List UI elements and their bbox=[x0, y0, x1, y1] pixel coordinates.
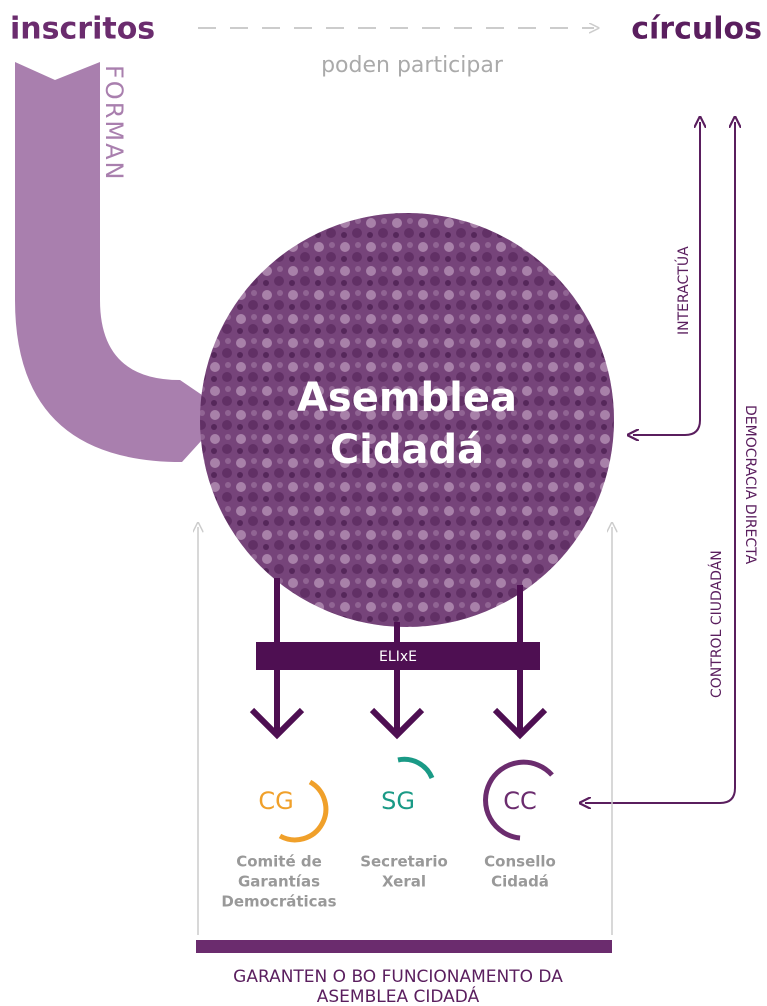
node-label: Comité de bbox=[236, 853, 322, 871]
inscritos: inscritos bbox=[10, 12, 155, 47]
sg-logo: SG bbox=[381, 787, 415, 815]
center-title: Cidadá bbox=[330, 427, 484, 473]
node-label: Consello bbox=[484, 853, 556, 871]
node-label: Cidadá bbox=[491, 873, 549, 891]
interactua-label: INTERACTÚA bbox=[674, 246, 692, 335]
assembly-photo bbox=[200, 213, 614, 627]
photo-tint bbox=[200, 213, 614, 627]
circulos: círculos bbox=[631, 12, 762, 47]
cc-logo: CC bbox=[503, 787, 537, 815]
cg-arc bbox=[278, 779, 329, 843]
forman-label: FORMAN bbox=[100, 65, 128, 181]
control-arrow bbox=[585, 122, 735, 803]
node-label: Democráticas bbox=[221, 893, 336, 911]
node-label: Xeral bbox=[382, 873, 426, 891]
sg-arc bbox=[397, 756, 435, 780]
forman-band bbox=[15, 62, 202, 462]
footer-bar bbox=[196, 940, 612, 953]
elixe-label: ELIxE bbox=[379, 649, 417, 665]
footer-text: ASEMBLEA CIDADÁ bbox=[317, 985, 480, 1006]
democracia-label: DEMOCRACIA DIRECTA bbox=[742, 405, 758, 565]
elixe-bar bbox=[256, 642, 540, 670]
node-label: Secretario bbox=[360, 853, 448, 871]
cg-logo: CG bbox=[258, 787, 293, 815]
footer-text: GARANTEN O BO FUNCIONAMENTO DA bbox=[233, 967, 563, 987]
cc-arc bbox=[483, 759, 554, 841]
node-label: Garantías bbox=[238, 873, 320, 891]
center-title: Asemblea bbox=[297, 375, 517, 421]
poden-participar: poden participar bbox=[321, 53, 504, 78]
control-label: CONTROL CIUDADÁN bbox=[708, 550, 725, 698]
